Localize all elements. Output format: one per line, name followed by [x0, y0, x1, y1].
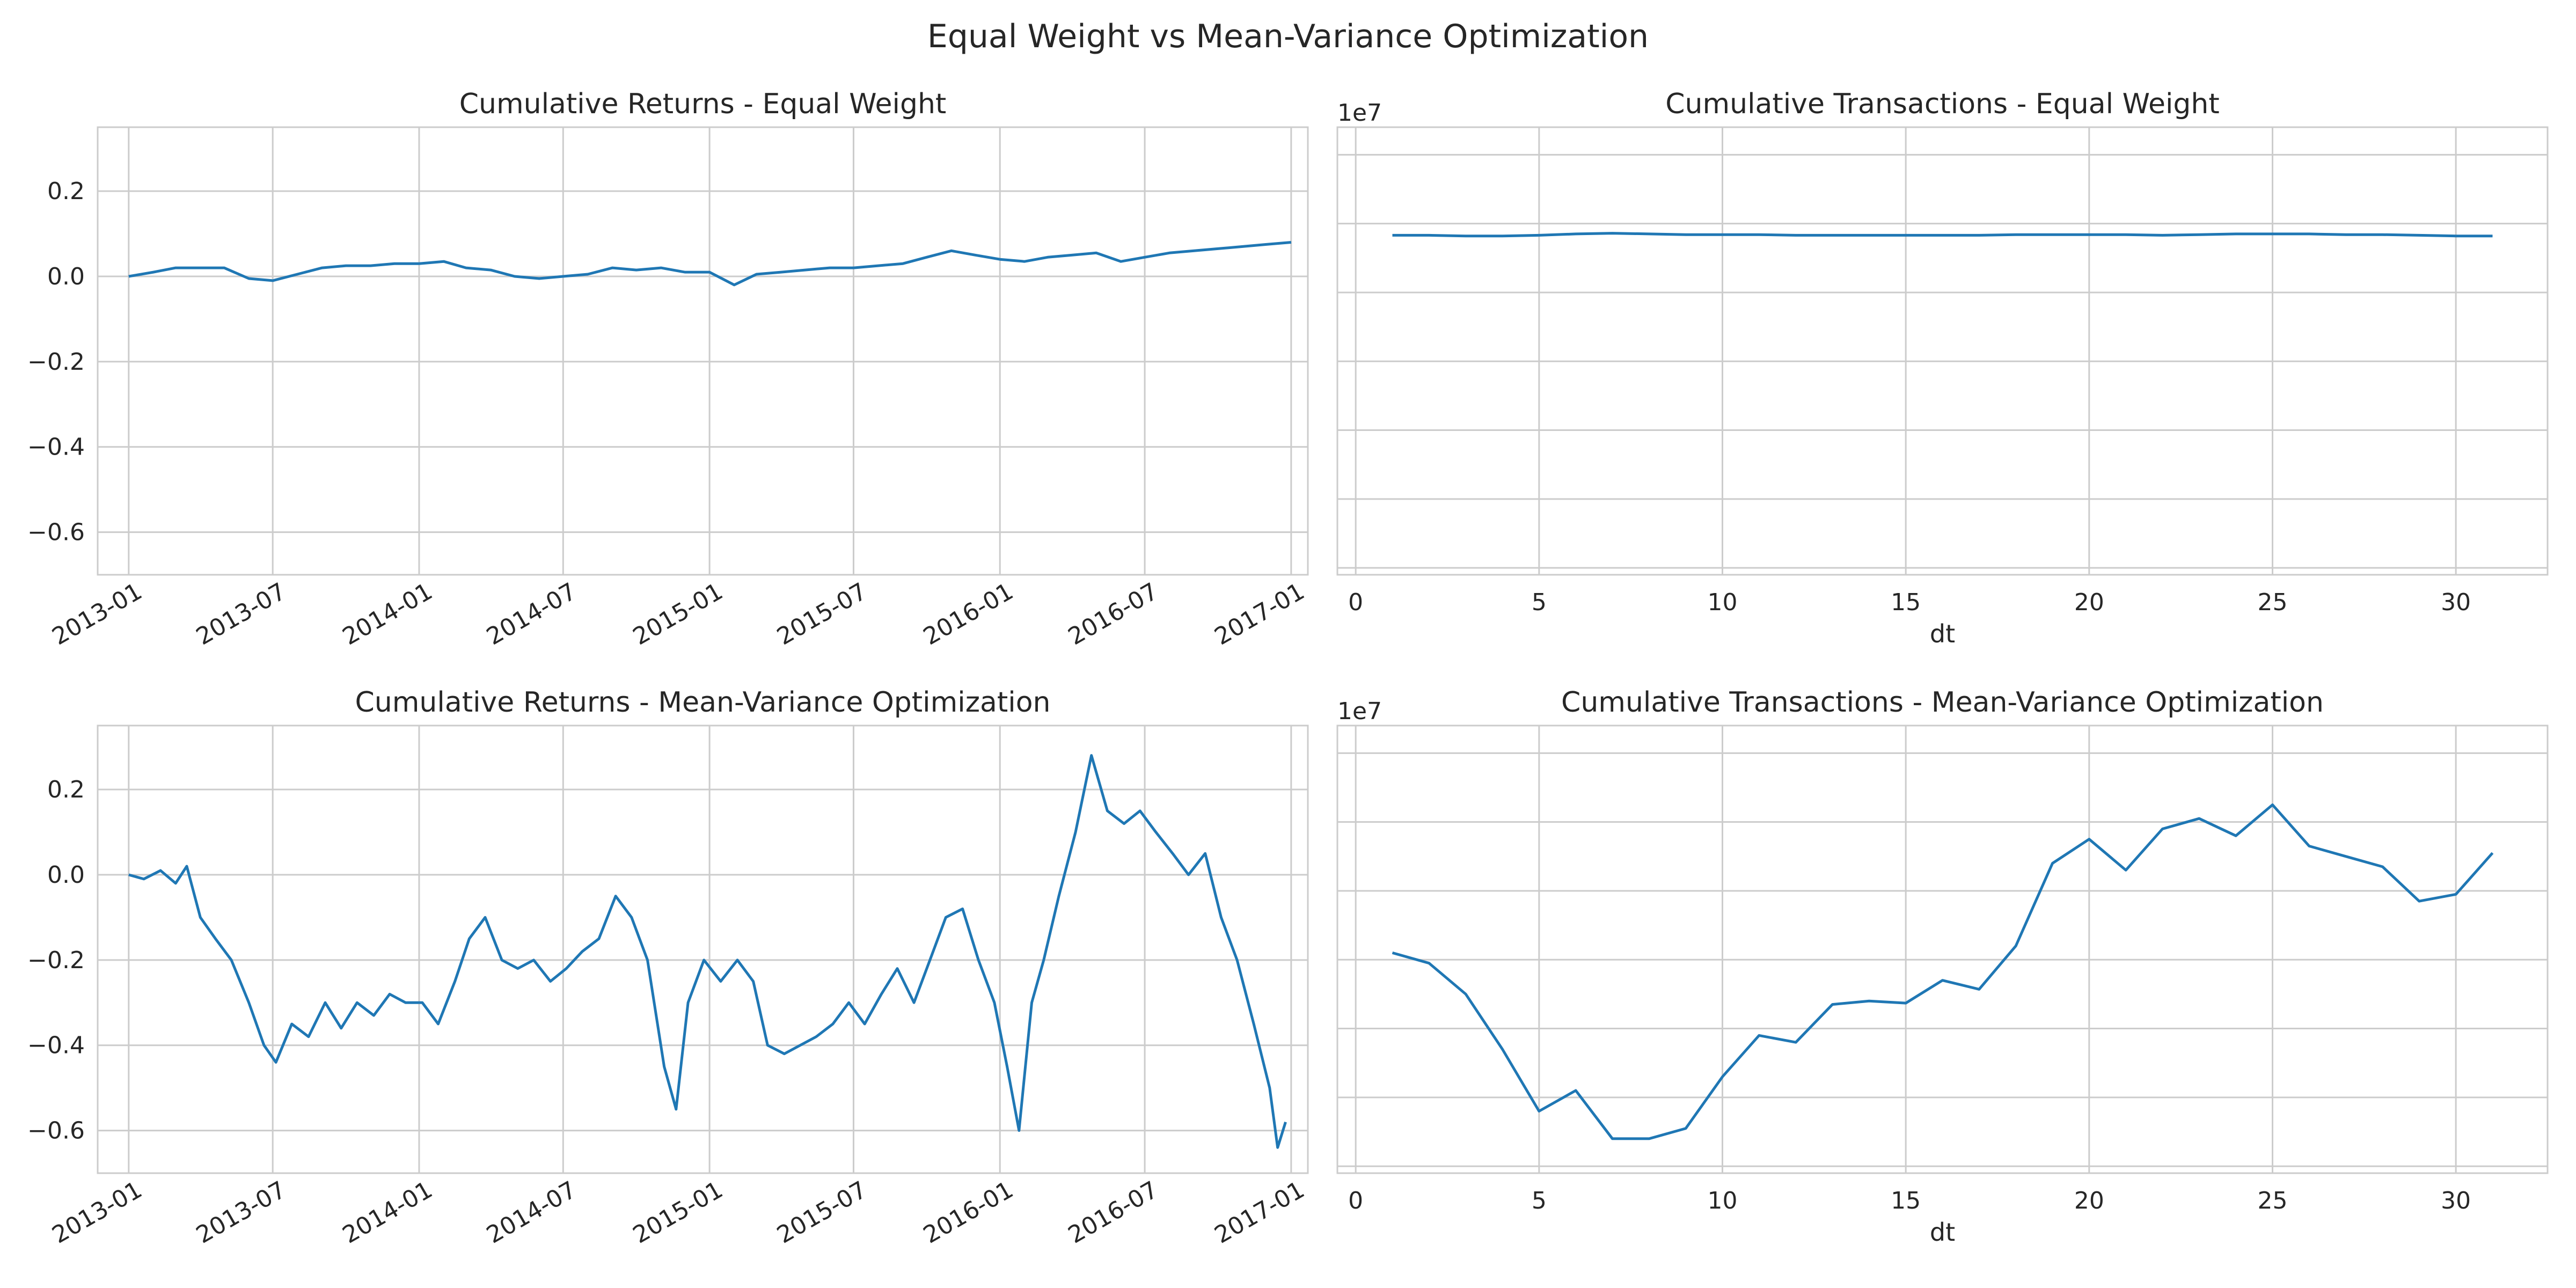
axes-frame	[1336, 724, 2549, 1174]
axes-frame	[97, 724, 1309, 1174]
axes-frame	[97, 126, 1309, 576]
x-tick-label: 5	[1532, 1187, 1547, 1214]
y-tick-label: 0.2	[47, 776, 85, 803]
y-tick-label: 0.0	[47, 861, 85, 889]
x-tick-label: 25	[2258, 1187, 2288, 1214]
figure-title: Equal Weight vs Mean-Variance Optimizati…	[927, 18, 1649, 55]
x-tick-label: 15	[1891, 589, 1921, 616]
x-axis-label: dt	[1930, 1218, 1955, 1247]
y-tick-label: −0.4	[27, 1032, 85, 1059]
x-tick-label: 30	[2441, 1187, 2471, 1214]
x-axis-label: dt	[1930, 619, 1955, 648]
ew-returns-series-line	[128, 241, 1292, 287]
x-tick-label: 10	[1708, 589, 1738, 616]
y-tick-label: −0.6	[27, 519, 85, 546]
y-tick-label: −0.2	[27, 947, 85, 974]
x-tick-label: 30	[2441, 589, 2471, 616]
panel-title: Cumulative Returns - Equal Weight	[459, 88, 947, 120]
x-tick-label: 5	[1532, 589, 1547, 616]
axes-frame	[1336, 126, 2549, 576]
panel-title: Cumulative Transactions - Equal Weight	[1665, 88, 2220, 120]
y-offset-label: 1e7	[1337, 99, 1382, 127]
mv-transactions-series-line	[1392, 803, 2494, 1140]
y-offset-label: 1e7	[1337, 698, 1382, 725]
y-tick-label: 0.0	[47, 263, 85, 290]
x-tick-label: 0	[1348, 589, 1363, 616]
x-tick-label: 0	[1348, 1187, 1363, 1214]
panel-title: Cumulative Returns - Mean-Variance Optim…	[355, 686, 1051, 719]
x-tick-label: 20	[2074, 1187, 2104, 1214]
panel-title: Cumulative Transactions - Mean-Variance …	[1561, 686, 2324, 719]
y-tick-label: −0.2	[27, 348, 85, 376]
x-tick-label: 10	[1708, 1187, 1738, 1214]
y-tick-label: −0.4	[27, 434, 85, 461]
ew-transactions-series-line	[1392, 232, 2493, 238]
x-tick-label: 25	[2258, 589, 2288, 616]
mv-transactions-panel: 0 5 10 15 20 25 30 Cumulative Transactions - Me…	[1336, 686, 2549, 1247]
ew-transactions-panel: 0 5 10 15 20 25 30 Cumulative Transactions - Eq…	[1336, 88, 2549, 648]
y-tick-label: 0.2	[47, 178, 85, 205]
x-tick-label: 20	[2074, 589, 2104, 616]
y-tick-label: −0.6	[27, 1117, 85, 1145]
mv-returns-series-line	[128, 754, 1287, 1149]
x-tick-label: 15	[1891, 1187, 1921, 1214]
